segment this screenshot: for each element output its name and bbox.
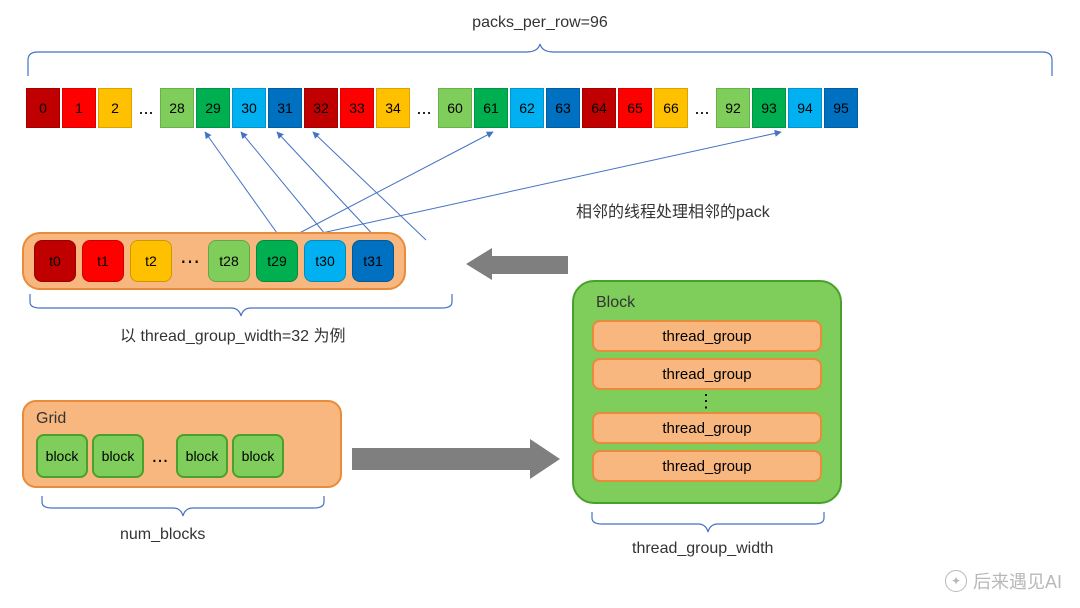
grid-row: blockblock...blockblock: [36, 434, 328, 478]
block-caption: thread_group_width: [632, 540, 773, 558]
grid-block-cell: block: [232, 434, 284, 478]
wechat-icon: ✦: [945, 570, 967, 592]
grid-block-cell: block: [176, 434, 228, 478]
grid-block-cell: block: [92, 434, 144, 478]
vertical-ellipsis: ⋮: [592, 396, 822, 406]
block-title: Block: [596, 294, 822, 312]
thread-cell: t29: [256, 240, 298, 282]
grid-container: Grid blockblock...blockblock: [22, 400, 342, 488]
thread-cell: t28: [208, 240, 250, 282]
grid-title: Grid: [36, 410, 328, 428]
thread-group-container: t0t1t2⋯t28t29t30t31: [22, 232, 406, 290]
thread-group-row: thread_group: [592, 450, 822, 482]
adjacent-thread-label: 相邻的线程处理相邻的pack: [576, 198, 770, 222]
block-container: Block thread_group thread_group ⋮ thread_gr…: [572, 280, 842, 504]
thread-cell: t31: [352, 240, 394, 282]
grid-brace: [38, 494, 328, 520]
thread-group-row: thread_group: [592, 320, 822, 352]
thread-cell: t2: [130, 240, 172, 282]
watermark-text: 后来遇见AI: [973, 568, 1062, 594]
ellipsis: ...: [148, 445, 172, 468]
block-brace: [588, 510, 828, 536]
thread-brace: [26, 292, 456, 322]
watermark: ✦ 后来遇见AI: [945, 568, 1062, 594]
thread-group-row: thread_group: [592, 358, 822, 390]
thread-caption: 以 thread_group_width=32 为例: [120, 322, 345, 346]
ellipsis: ⋯: [178, 249, 202, 274]
grid-caption: num_blocks: [120, 526, 205, 544]
thread-group-row: thread_group: [592, 412, 822, 444]
thread-cell: t1: [82, 240, 124, 282]
grid-block-cell: block: [36, 434, 88, 478]
thread-cell: t0: [34, 240, 76, 282]
thread-cell: t30: [304, 240, 346, 282]
